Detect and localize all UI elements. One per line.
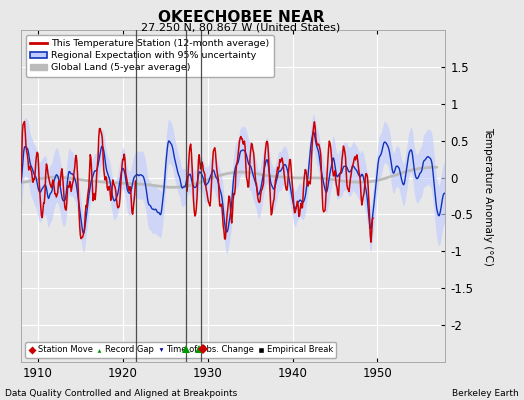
Text: OKEECHOBEE NEAR: OKEECHOBEE NEAR <box>158 10 324 25</box>
Text: 27.250 N, 80.867 W (United States): 27.250 N, 80.867 W (United States) <box>141 22 341 32</box>
Text: Data Quality Controlled and Aligned at Breakpoints: Data Quality Controlled and Aligned at B… <box>5 389 237 398</box>
Text: Berkeley Earth: Berkeley Earth <box>452 389 519 398</box>
Y-axis label: Temperature Anomaly (°C): Temperature Anomaly (°C) <box>483 126 493 266</box>
Legend: Station Move, Record Gap, Time of Obs. Change, Empirical Break: Station Move, Record Gap, Time of Obs. C… <box>25 342 336 358</box>
